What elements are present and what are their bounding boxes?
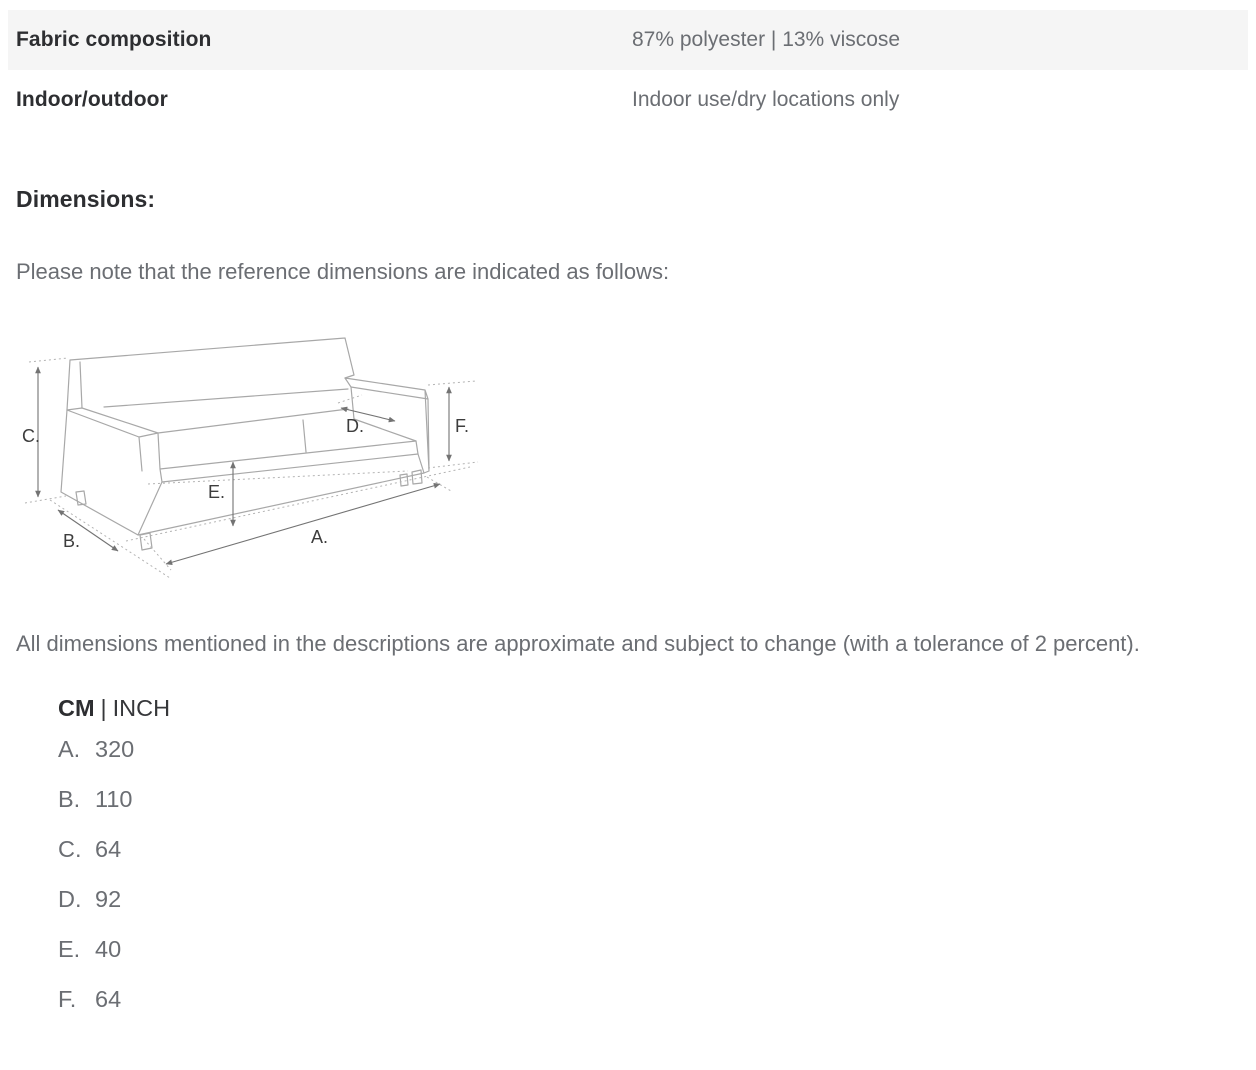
spec-row-fabric-composition: Fabric composition 87% polyester | 13% v… <box>8 10 1248 70</box>
dimension-arrow-a <box>165 482 441 566</box>
diagram-label-d: D. <box>346 416 364 436</box>
diagram-label-c: C. <box>22 426 40 446</box>
measurement-value: 64 <box>95 836 122 862</box>
measurement-value: 64 <box>95 986 122 1012</box>
measurement-key: C. <box>58 836 82 862</box>
product-details-page: Fabric composition 87% polyester | 13% v… <box>8 10 1256 1024</box>
measurement-item-c: C. 64 <box>58 824 1256 874</box>
measurement-value: 40 <box>95 936 122 962</box>
dimensions-heading: Dimensions: <box>16 186 156 212</box>
dimension-arrows <box>35 366 452 566</box>
sofa-outline <box>60 337 430 551</box>
diagram-label-f: F. <box>455 416 469 436</box>
spec-value-fabric-composition: 87% polyester | 13% viscose <box>632 28 901 51</box>
dimension-arrow-d <box>340 406 396 423</box>
spec-label-fabric-composition: Fabric composition <box>16 28 212 51</box>
measurement-value: 92 <box>95 886 122 912</box>
spec-value-indoor-outdoor: Indoor use/dry locations only <box>632 88 900 111</box>
measurement-value: 320 <box>95 736 135 762</box>
units-cm-label: CM <box>58 695 95 721</box>
measurement-list: CM | INCH A. 320 B. 110 C. 64 D. 92 E. 40 F. 64 <box>58 692 1256 1024</box>
measurement-item-f: F. 64 <box>58 974 1256 1024</box>
measurement-value: 110 <box>95 786 133 812</box>
measurement-key: A. <box>58 736 81 762</box>
spec-row-indoor-outdoor: Indoor/outdoor Indoor use/dry locations … <box>8 70 1248 130</box>
tolerance-note: All dimensions mentioned in the descript… <box>16 631 1140 656</box>
measurement-item-d: D. 92 <box>58 874 1256 924</box>
spec-label-indoor-outdoor: Indoor/outdoor <box>16 88 168 111</box>
sofa-line-drawing: C. B. A. E. D. F. <box>22 337 479 579</box>
measurement-item-e: E. 40 <box>58 924 1256 974</box>
measurement-key: E. <box>58 936 81 962</box>
units-inch-label: INCH <box>112 695 171 721</box>
dimensions-intro-text: Please note that the reference dimension… <box>16 259 670 284</box>
measurement-key: B. <box>58 786 81 812</box>
dimension-arrow-b <box>57 509 119 552</box>
units-separator: | <box>100 695 107 721</box>
diagram-label-a: A. <box>311 527 328 547</box>
diagram-label-e: E. <box>208 482 225 502</box>
measurement-key: D. <box>58 886 82 912</box>
diagram-label-b: B. <box>63 531 80 551</box>
sofa-dimension-diagram: C. B. A. E. D. F. <box>8 321 1256 581</box>
diagram-labels: C. B. A. E. D. F. <box>22 416 469 551</box>
measurement-item-a: A. 320 <box>58 724 1256 774</box>
units-header: CM | INCH <box>58 692 1256 724</box>
dotted-guides <box>24 357 479 579</box>
measurement-key: F. <box>58 986 77 1012</box>
measurement-item-b: B. 110 <box>58 774 1256 824</box>
